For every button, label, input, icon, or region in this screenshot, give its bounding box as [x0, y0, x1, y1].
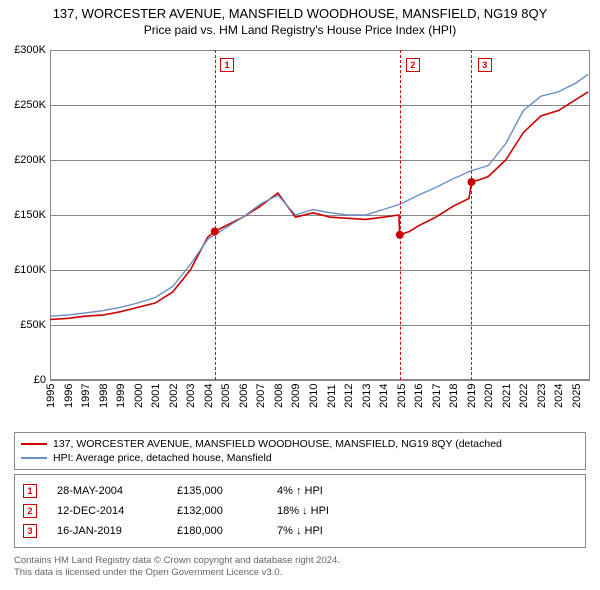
x-tick-label: 2019 [466, 384, 478, 408]
series-hpi [50, 74, 588, 316]
sale-date: 28-MAY-2004 [57, 485, 157, 497]
y-tick-label: £50K [20, 319, 46, 331]
legend-row: 137, WORCESTER AVENUE, MANSFIELD WOODHOU… [21, 437, 579, 451]
x-tick-label: 2020 [483, 384, 495, 408]
y-tick-label: £100K [14, 264, 46, 276]
sales-table: 1 28-MAY-2004 £135,000 4% ↑ HPI 2 12-DEC-2014… [14, 474, 586, 548]
attribution: Contains HM Land Registry data © Crown c… [14, 555, 586, 580]
sale-marker-label: 1 [220, 58, 234, 72]
sale-diff: 18% ↓ HPI [277, 505, 357, 517]
x-tick-label: 2004 [203, 384, 215, 408]
attribution-line2: This data is licensed under the Open Gov… [14, 567, 586, 579]
legend: 137, WORCESTER AVENUE, MANSFIELD WOODHOU… [14, 432, 586, 470]
x-tick-label: 2000 [133, 384, 145, 408]
legend-swatch [21, 457, 47, 459]
title-block: 137, WORCESTER AVENUE, MANSFIELD WOODHOU… [0, 0, 600, 37]
x-tick-label: 2016 [413, 384, 425, 408]
x-tick-label: 2015 [396, 384, 408, 408]
x-tick-label: 2006 [238, 384, 250, 408]
sale-row-marker: 1 [23, 484, 37, 498]
sale-row-marker: 3 [23, 524, 37, 538]
x-tick-label: 1998 [98, 384, 110, 408]
chart-svg [50, 50, 590, 380]
x-tick-label: 2021 [501, 384, 513, 408]
x-tick-label: 2011 [326, 384, 338, 408]
y-axis-labels: £0£50K£100K£150K£200K£250K£300K [0, 50, 48, 380]
x-tick-label: 2013 [361, 384, 373, 408]
x-tick-label: 1995 [45, 384, 57, 408]
x-tick-label: 2009 [290, 384, 302, 408]
x-tick-label: 2007 [255, 384, 267, 408]
x-tick-label: 2014 [378, 384, 390, 408]
sale-price: £180,000 [177, 525, 257, 537]
x-tick-label: 2012 [343, 384, 355, 408]
sale-row-marker: 2 [23, 504, 37, 518]
x-tick-label: 1996 [63, 384, 75, 408]
x-tick-label: 2017 [431, 384, 443, 408]
x-tick-label: 2003 [185, 384, 197, 408]
legend-row: HPI: Average price, detached house, Mans… [21, 451, 579, 465]
sale-vline [471, 50, 472, 380]
x-tick-label: 2008 [273, 384, 285, 408]
x-tick-label: 2018 [448, 384, 460, 408]
y-tick-label: £150K [14, 209, 46, 221]
x-tick-label: 1997 [80, 384, 92, 408]
x-tick-label: 1999 [115, 384, 127, 408]
x-axis-labels: 1995199619971998199920002001200220032004… [50, 382, 590, 422]
x-tick-label: 2025 [571, 384, 583, 408]
chart-container: 137, WORCESTER AVENUE, MANSFIELD WOODHOU… [0, 0, 600, 590]
sale-price: £132,000 [177, 505, 257, 517]
sale-diff: 7% ↓ HPI [277, 525, 357, 537]
legend-label: HPI: Average price, detached house, Mans… [53, 451, 272, 465]
y-tick-label: £200K [14, 154, 46, 166]
sale-vline [400, 50, 401, 380]
sale-diff: 4% ↑ HPI [277, 485, 357, 497]
sale-row: 2 12-DEC-2014 £132,000 18% ↓ HPI [23, 501, 577, 521]
sale-date: 16-JAN-2019 [57, 525, 157, 537]
sale-date: 12-DEC-2014 [57, 505, 157, 517]
x-tick-label: 2002 [168, 384, 180, 408]
sale-marker-label: 3 [478, 58, 492, 72]
plot-area: 1 2 3 [50, 50, 590, 380]
sale-vline [215, 50, 216, 380]
title-line2: Price paid vs. HM Land Registry's House … [0, 23, 600, 37]
x-tick-label: 2022 [518, 384, 530, 408]
title-line1: 137, WORCESTER AVENUE, MANSFIELD WOODHOU… [0, 6, 600, 21]
legend-label: 137, WORCESTER AVENUE, MANSFIELD WOODHOU… [53, 437, 502, 451]
sale-price: £135,000 [177, 485, 257, 497]
y-tick-label: £300K [14, 44, 46, 56]
legend-swatch [21, 443, 47, 445]
sale-row: 1 28-MAY-2004 £135,000 4% ↑ HPI [23, 481, 577, 501]
gridline-h [50, 380, 590, 381]
x-tick-label: 2010 [308, 384, 320, 408]
x-tick-label: 2001 [150, 384, 162, 408]
attribution-line1: Contains HM Land Registry data © Crown c… [14, 555, 586, 567]
y-tick-label: £250K [14, 99, 46, 111]
x-tick-label: 2024 [553, 384, 565, 408]
sale-row: 3 16-JAN-2019 £180,000 7% ↓ HPI [23, 521, 577, 541]
x-tick-label: 2005 [220, 384, 232, 408]
series-property [50, 92, 588, 320]
sale-marker-label: 2 [406, 58, 420, 72]
x-tick-label: 2023 [536, 384, 548, 408]
